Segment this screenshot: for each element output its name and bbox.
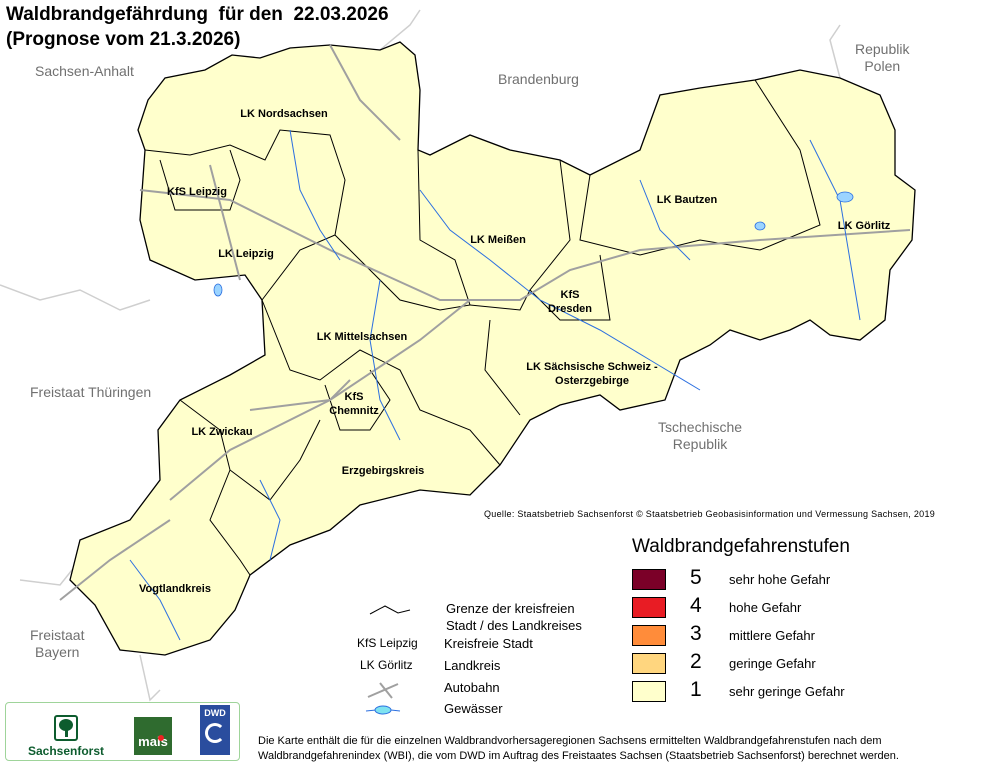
key-water: Gewässer (444, 701, 503, 716)
sachsenforst-text: Sachsenforst (27, 744, 105, 758)
legend-label-4: hohe Gefahr (729, 600, 802, 615)
legend-label-1: sehr geringe Gefahr (729, 684, 845, 699)
key-kfs: Kreisfreie Stadt (444, 636, 533, 651)
legend-key-symbols (365, 605, 411, 715)
label-brandenburg: Brandenburg (498, 71, 579, 87)
legend-level-5: 5 (690, 566, 702, 589)
region-label[interactable]: LK Nordsachsen (240, 108, 328, 120)
autobahn-lines (59, 44, 911, 601)
legend-level-2: 2 (690, 650, 702, 673)
rivers (129, 129, 861, 641)
region-label[interactable]: KfS Leipzig (167, 186, 227, 198)
legend-label-2: geringe Gefahr (729, 656, 816, 671)
legend-label-3: mittlere Gefahr (729, 628, 815, 643)
legend-swatch-4 (632, 597, 666, 618)
logo-bar: Sachsenforst mais DWD (5, 702, 240, 761)
region-label[interactable]: LK Zwickau (191, 426, 253, 438)
title-line-2: (Prognose vom 21.3.2026) (6, 29, 241, 50)
title-line-1: Waldbrandgefährdung für den 22.03.2026 (6, 4, 389, 25)
region-label[interactable]: Vogtlandkreis (139, 583, 211, 595)
swirl-icon (205, 723, 225, 743)
key-autobahn: Autobahn (444, 680, 500, 695)
legend-title: Waldbrandgefahrenstufen (632, 536, 850, 557)
saxony-outline (69, 41, 916, 656)
label-sachsen-anhalt: Sachsen-Anhalt (35, 63, 134, 79)
region-label[interactable]: LK Mittelsachsen (316, 331, 408, 343)
mais-logo: mais (134, 717, 172, 755)
tree-icon (54, 715, 78, 741)
legend-level-4: 4 (690, 594, 702, 617)
legend-swatch-5 (632, 569, 666, 590)
region-label[interactable]: LK Meißen (470, 234, 526, 246)
legend-swatch-1 (632, 681, 666, 702)
sachsenforst-logo: Sachsenforst (14, 715, 118, 758)
map-title: Waldbrandgefährdung für den 22.03.2026 (P… (6, 2, 389, 52)
legend-label-5: sehr hohe Gefahr (729, 572, 831, 587)
key-lk: Landkreis (444, 658, 501, 673)
label-thueringen: Freistaat Thüringen (30, 384, 152, 400)
region-label[interactable]: LK Görlitz (837, 220, 891, 232)
label-polen: Republik Polen (855, 41, 910, 74)
district-borders (144, 79, 821, 576)
legend-level-3: 3 (690, 622, 702, 645)
legend-swatch-3 (632, 625, 666, 646)
region-label[interactable]: Erzgebirgskreis (341, 465, 425, 477)
key-boundary: Grenze der kreisfreien Stadt / des Landk… (446, 601, 582, 633)
source-note: Quelle: Staatsbetrieb Sachsenforst © Sta… (484, 509, 936, 519)
region-label[interactable]: LK Sächsische Schweiz - Osterzgebirge (526, 361, 658, 387)
legend-swatch-2 (632, 653, 666, 674)
label-bayern: Freistaat Bayern (30, 627, 85, 660)
key-lk-example: LK Görlitz (360, 658, 413, 672)
label-tschechien: Tschechische Republik (658, 419, 743, 452)
dwd-text: DWD (204, 708, 226, 718)
lakes (213, 191, 854, 297)
dwd-logo: DWD (200, 705, 230, 755)
region-label[interactable]: LK Bautzen (656, 194, 718, 206)
region-label[interactable]: LK Leipzig (218, 248, 274, 260)
region-label[interactable]: KfS Dresden (547, 289, 593, 315)
legend-level-1: 1 (690, 678, 702, 701)
region-label[interactable]: KfS Chemnitz (329, 391, 379, 417)
footnote: Die Karte enthält die für die einzelnen … (258, 735, 899, 762)
key-kfs-example: KfS Leipzig (357, 636, 418, 650)
